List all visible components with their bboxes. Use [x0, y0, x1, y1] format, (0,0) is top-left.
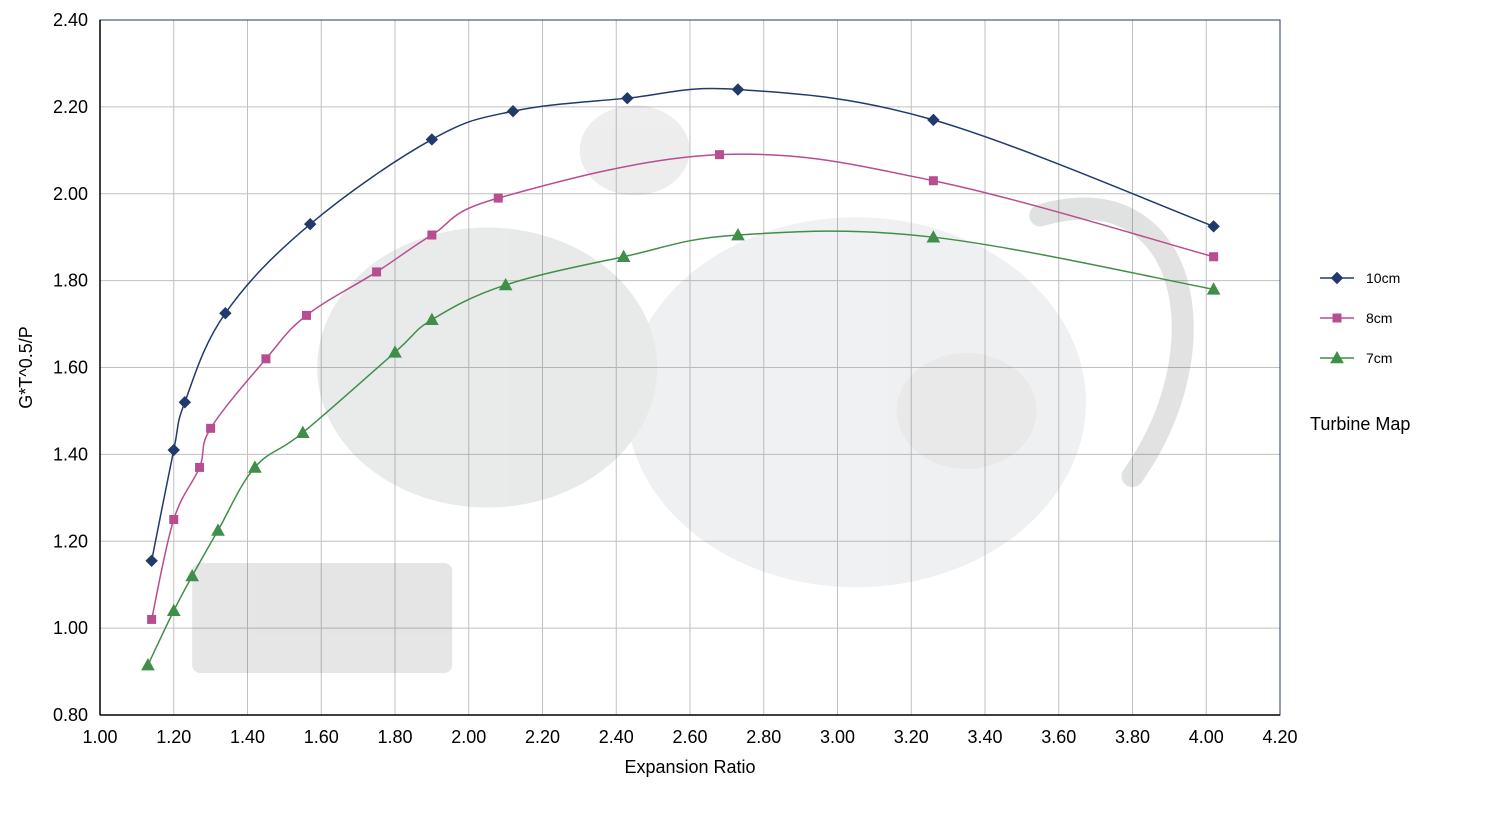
svg-text:3.00: 3.00 — [820, 727, 855, 747]
svg-text:1.00: 1.00 — [53, 618, 88, 638]
svg-text:1.60: 1.60 — [304, 727, 339, 747]
svg-text:1.40: 1.40 — [230, 727, 265, 747]
svg-text:4.00: 4.00 — [1189, 727, 1224, 747]
svg-text:1.40: 1.40 — [53, 444, 88, 464]
svg-text:1.80: 1.80 — [377, 727, 412, 747]
svg-text:2.20: 2.20 — [53, 97, 88, 117]
svg-text:2.20: 2.20 — [525, 727, 560, 747]
svg-text:1.20: 1.20 — [156, 727, 191, 747]
legend-label: 8cm — [1366, 310, 1392, 326]
svg-text:2.00: 2.00 — [53, 184, 88, 204]
legend-label: 10cm — [1366, 270, 1400, 286]
legend-label: 7cm — [1366, 350, 1392, 366]
svg-text:1.20: 1.20 — [53, 531, 88, 551]
svg-text:2.80: 2.80 — [746, 727, 781, 747]
y-axis-label: G*T^0.5/P — [16, 326, 36, 408]
svg-text:2.40: 2.40 — [599, 727, 634, 747]
svg-text:0.80: 0.80 — [53, 705, 88, 725]
svg-text:3.20: 3.20 — [894, 727, 929, 747]
svg-text:4.20: 4.20 — [1262, 727, 1297, 747]
svg-text:3.80: 3.80 — [1115, 727, 1150, 747]
x-axis-label: Expansion Ratio — [624, 757, 755, 777]
legend: 10cm 8cm 7cm — [1320, 270, 1400, 366]
svg-text:2.40: 2.40 — [53, 10, 88, 30]
svg-text:1.00: 1.00 — [82, 727, 117, 747]
svg-text:3.60: 3.60 — [1041, 727, 1076, 747]
svg-text:1.80: 1.80 — [53, 271, 88, 291]
svg-text:2.00: 2.00 — [451, 727, 486, 747]
svg-text:3.40: 3.40 — [967, 727, 1002, 747]
svg-text:2.60: 2.60 — [672, 727, 707, 747]
turbine-map-chart: 1.00 1.20 1.40 1.60 1.80 2.00 2.20 2.40 2.60 2.80… — [0, 0, 1495, 836]
chart-caption: Turbine Map — [1310, 414, 1410, 434]
svg-text:1.60: 1.60 — [53, 358, 88, 378]
